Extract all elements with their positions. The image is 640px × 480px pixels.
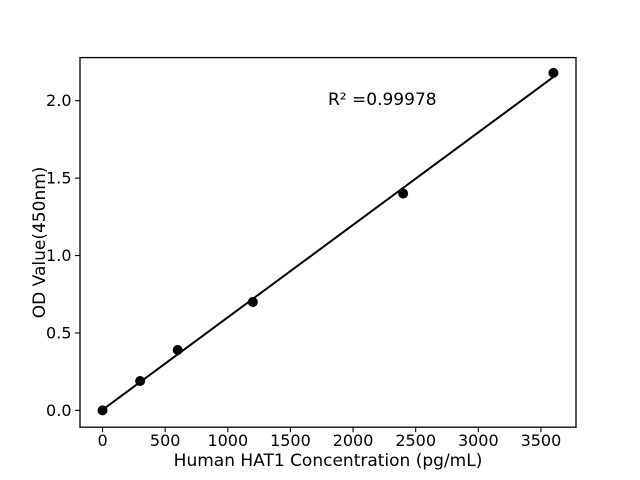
- y-axis-label: OD Value(450nm): [30, 167, 50, 319]
- x-tick-label: 2000: [333, 431, 374, 450]
- y-tick-label: 2.0: [46, 91, 71, 110]
- x-tick-label: 1500: [270, 431, 311, 450]
- y-axis-ticks: 0.0 0.5 1.0 1.5 2.0: [46, 91, 80, 420]
- x-tick-label: 0: [97, 431, 107, 450]
- x-axis-ticks: 0 500 1000 1500 2000 2500 3000 3500: [97, 427, 561, 450]
- x-tick-label: 2500: [395, 431, 436, 450]
- data-point: [172, 345, 183, 356]
- x-tick-label: 3000: [458, 431, 499, 450]
- data-point: [548, 67, 559, 78]
- y-tick-label: 0.5: [46, 323, 71, 342]
- data-point: [135, 375, 146, 386]
- y-tick-label: 0.0: [46, 401, 71, 420]
- data-point: [97, 405, 108, 416]
- y-tick-label: 1.5: [46, 169, 71, 188]
- y-tick-label: 1.0: [46, 246, 71, 265]
- data-point: [398, 188, 409, 199]
- r-squared-annotation: R² =0.99978: [328, 90, 437, 110]
- plot-content: [97, 67, 559, 416]
- x-tick-label: 3500: [521, 431, 562, 450]
- x-tick-label: 500: [150, 431, 181, 450]
- x-tick-label: 1000: [207, 431, 248, 450]
- x-axis-label: Human HAT1 Concentration (pg/mL): [174, 451, 483, 471]
- data-point: [247, 297, 258, 308]
